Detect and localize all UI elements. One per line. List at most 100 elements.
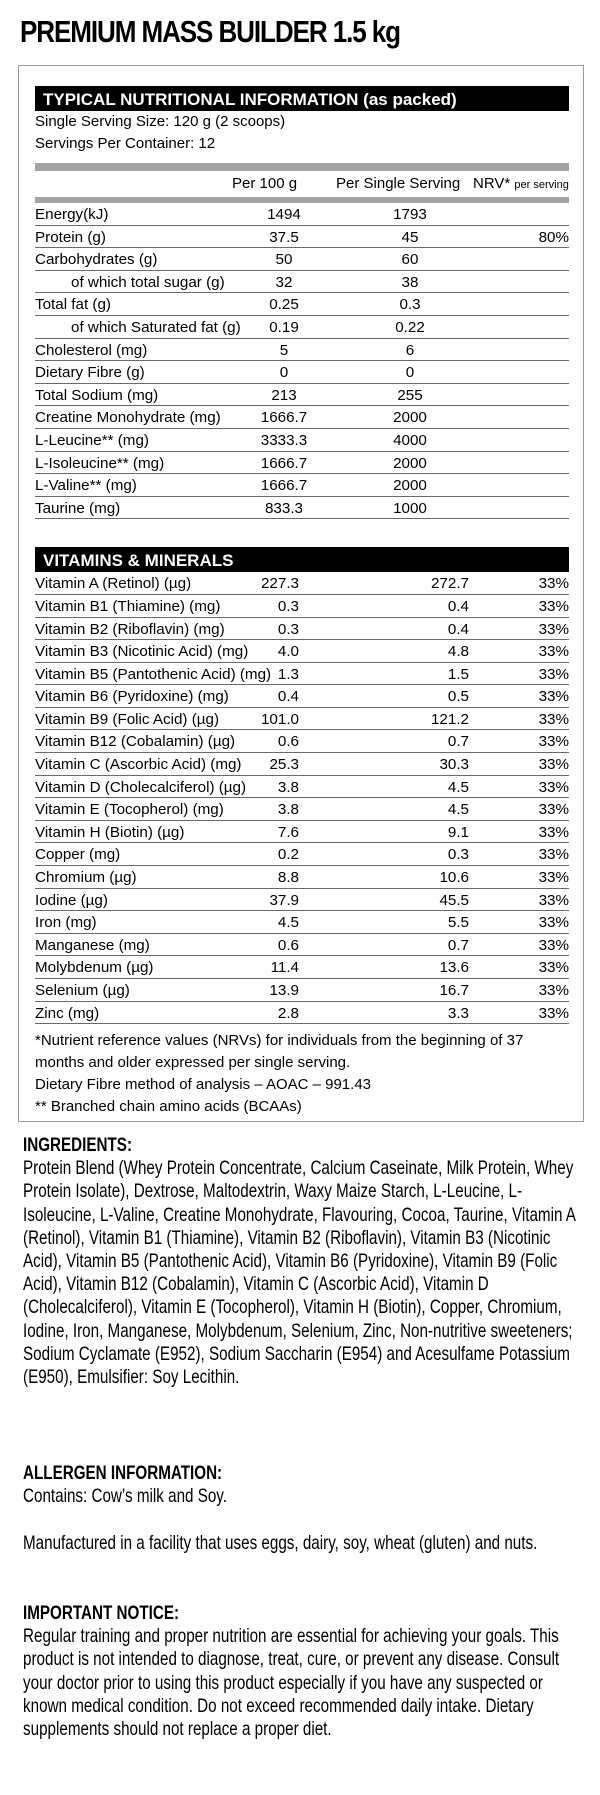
notice-text: Regular training and proper nutrition ar… <box>23 1625 560 1741</box>
serving-value: 3.3 <box>447 1004 469 1022</box>
serving-value: 38 <box>401 273 419 291</box>
serving-value: 4000 <box>393 431 427 449</box>
table-row: Carbohydrates (g) 50 60 <box>35 248 569 271</box>
divider-bar <box>35 197 569 203</box>
per100-value: 213 <box>271 386 297 404</box>
per100-value: 0.3 <box>277 597 299 615</box>
product-title: PREMIUM MASS BUILDER 1.5 kg <box>20 14 401 49</box>
per100-value: 833.3 <box>264 499 303 517</box>
table-row: Vitamin B12 (Cobalamin) (µg) 0.6 0.7 33% <box>35 730 569 754</box>
nutrient-name: Chromium (µg) <box>35 869 137 887</box>
nutrient-name: Zinc (mg) <box>35 1004 100 1022</box>
vitamins-heading: VITAMINS & MINERALS <box>35 547 569 573</box>
nrv-value: 33% <box>538 801 569 819</box>
allergen-heading: ALLERGEN INFORMATION: <box>23 1462 223 1484</box>
facility-text: Manufactured in a facility that uses egg… <box>23 1532 538 1554</box>
nutrient-name: Vitamin A (Retinol) (µg) <box>35 575 192 593</box>
nutrient-name: Vitamin B3 (Nicotinic Acid) (mg) <box>35 643 249 661</box>
nrv-value: 33% <box>538 914 569 932</box>
footnote-nrv: *Nutrient reference values (NRVs) for in… <box>35 1032 524 1072</box>
serving-value: 1.5 <box>447 665 469 683</box>
nrv-value: 33% <box>538 982 569 999</box>
col-per100-header: Per 100 g <box>232 175 298 192</box>
per100-value: 7.6 <box>277 823 299 841</box>
nrv-value: 33% <box>538 959 569 977</box>
nrv-value: 33% <box>538 733 569 751</box>
serving-value: 2000 <box>393 409 427 427</box>
nutrition-heading: TYPICAL NUTRITIONAL INFORMATION (as pack… <box>35 86 569 111</box>
nutrient-name: Energy(kJ) <box>35 206 109 223</box>
nutrition-panel-inner: TYPICAL NUTRITIONAL INFORMATION (as pack… <box>35 86 569 1118</box>
per100-value: 1666.7 <box>260 477 308 495</box>
footnote-bcaa: ** Branched chain amino acids (BCAAs) <box>35 1098 302 1116</box>
column-headers: Per 100 g Per Single Serving NRV* per se… <box>35 171 569 197</box>
nutrient-name: Carbohydrates (g) <box>35 251 158 269</box>
table-row: of which Saturated fat (g) 0.19 0.22 <box>35 316 569 339</box>
serving-value: 30.3 <box>439 756 469 774</box>
per100-value: 4.0 <box>277 643 299 661</box>
per100-value: 1666.7 <box>260 454 308 472</box>
nrv-value: 33% <box>538 643 569 661</box>
table-row: Selenium (µg) 13.9 16.7 33% <box>35 979 569 1002</box>
nutrient-name: Manganese (mg) <box>35 936 150 954</box>
serving-value: 2000 <box>393 454 427 472</box>
nutrient-name: Vitamin E (Tocopherol) (mg) <box>35 801 224 819</box>
per100-value: 3.8 <box>277 778 299 796</box>
serving-value: 1000 <box>393 499 427 517</box>
nrv-value: 33% <box>538 710 569 728</box>
per100-value: 0.2 <box>277 846 299 864</box>
nutrient-name: Vitamin B1 (Thiamine) (mg) <box>35 597 221 615</box>
per100-value: 0.6 <box>277 936 299 954</box>
nutrient-name: Protein (g) <box>35 228 106 246</box>
table-row: Molybdenum (µg) 11.4 13.6 33% <box>35 956 569 979</box>
per100-value: 227.3 <box>260 575 299 593</box>
serving-value: 13.6 <box>439 959 469 977</box>
per100-value: 0.6 <box>277 733 299 751</box>
per100-value: 1494 <box>267 206 301 223</box>
serving-value: 9.1 <box>447 823 469 841</box>
per100-value: 1666.7 <box>260 409 308 427</box>
footnote-fibre: Dietary Fibre method of analysis – AOAC … <box>35 1076 372 1094</box>
nutrient-name: Vitamin B9 (Folic Acid) (µg) <box>35 710 220 728</box>
nutrient-name: L-Valine** (mg) <box>35 477 137 495</box>
serving-value: 0.22 <box>395 318 425 336</box>
serving-value: 45 <box>401 228 419 246</box>
serving-value: 0.5 <box>447 688 469 706</box>
col-serving-header: Per Single Serving <box>336 175 461 192</box>
serving-value: 1793 <box>393 206 427 223</box>
table-row: Creatine Monohydrate (mg) 1666.7 2000 <box>35 406 569 429</box>
nrv-value: 33% <box>538 823 569 841</box>
table-row: Zinc (mg) 2.8 3.3 33% <box>35 1002 569 1025</box>
table-row: Chromium (µg) 8.8 10.6 33% <box>35 866 569 889</box>
table-row: Cholesterol (mg) 5 6 <box>35 339 569 362</box>
serving-value: 6 <box>405 341 415 359</box>
per100-value: 50 <box>275 251 293 269</box>
table-row: L-Valine** (mg) 1666.7 2000 <box>35 474 569 497</box>
table-row: Vitamin C (Ascorbic Acid) (mg) 25.3 30.3 33… <box>35 753 569 776</box>
nrv-value: 33% <box>538 778 569 796</box>
nutrient-table: Energy(kJ) 1494 1793 Protein (g) 37.5 45 80% Ca… <box>35 203 569 520</box>
nrv-sublabel: per serving <box>514 179 569 191</box>
nutrient-name: Vitamin D (Cholecalciferol) (µg) <box>35 778 247 796</box>
nutrient-name: L-Leucine** (mg) <box>35 431 149 449</box>
serving-value: 2000 <box>393 477 427 495</box>
per100-value: 0.4 <box>277 688 299 706</box>
col-nrv-header: NRV* per serving <box>473 171 569 198</box>
serving-value: 255 <box>397 386 423 404</box>
serving-value: 4.8 <box>447 643 469 661</box>
nrv-value: 33% <box>538 891 569 909</box>
nutrient-name: of which Saturated fat (g) <box>71 318 241 336</box>
nrv-value: 33% <box>538 756 569 774</box>
nutrient-name: Iodine (µg) <box>35 891 108 909</box>
nutrient-name: Copper (mg) <box>35 846 121 864</box>
serving-value: 5.5 <box>447 914 469 932</box>
per100-value: 8.8 <box>277 869 299 887</box>
nrv-value: 33% <box>538 620 569 638</box>
nutrient-name: Molybdenum (µg) <box>35 959 154 977</box>
table-row: Vitamin B2 (Riboflavin) (mg) 0.3 0.4 33% <box>35 618 569 641</box>
nutrition-panel: TYPICAL NUTRITIONAL INFORMATION (as pack… <box>18 65 584 1122</box>
nutrient-name: of which total sugar (g) <box>71 273 225 291</box>
nutrient-name: L-Isoleucine** (mg) <box>35 454 165 472</box>
ingredients-heading: INGREDIENTS: <box>23 1134 133 1156</box>
serving-value: 45.5 <box>439 891 469 909</box>
